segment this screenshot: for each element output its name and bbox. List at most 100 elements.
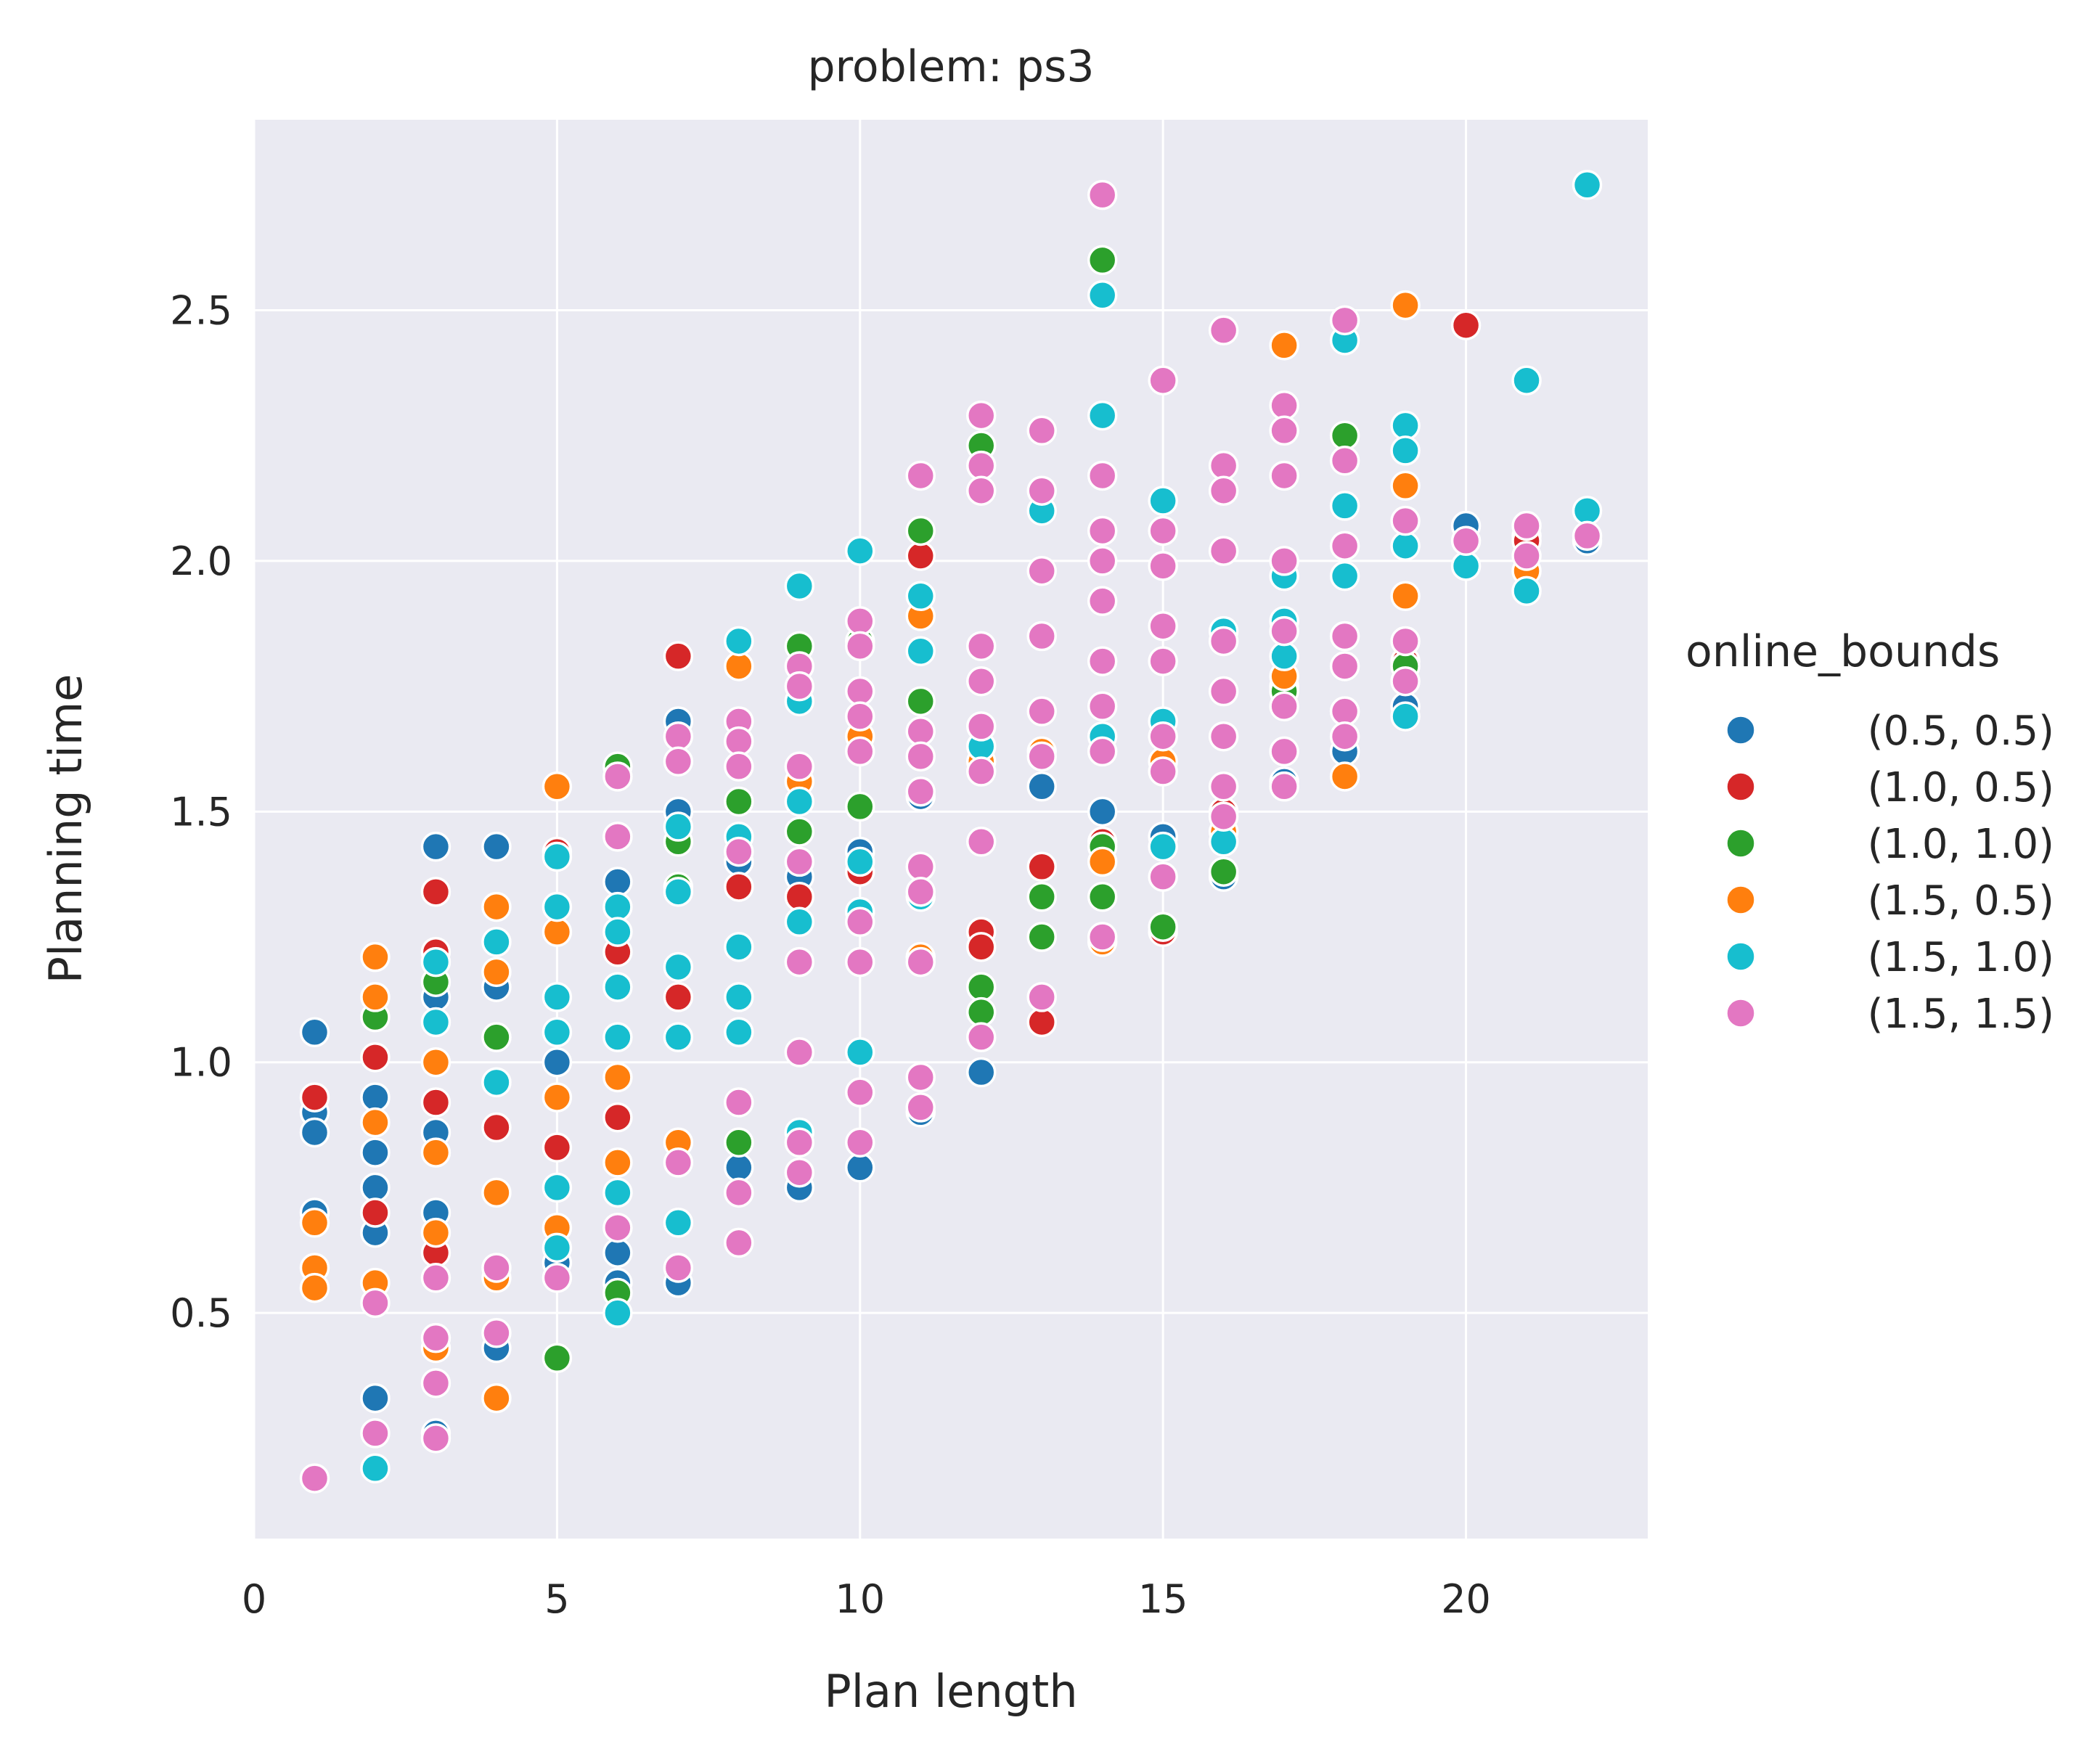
data-points bbox=[299, 170, 1603, 1494]
data-point bbox=[845, 1037, 875, 1068]
legend-marker bbox=[1725, 997, 1757, 1029]
x-axis-ticks: 0 5 10 15 20 bbox=[242, 1576, 1491, 1622]
data-point bbox=[420, 1217, 452, 1248]
data-point bbox=[724, 1087, 754, 1118]
data-point bbox=[481, 1067, 512, 1098]
data-point bbox=[1148, 551, 1178, 581]
data-point bbox=[1087, 245, 1118, 276]
data-point bbox=[542, 1132, 573, 1163]
data-point bbox=[1269, 415, 1299, 446]
data-point bbox=[905, 741, 936, 772]
data-point bbox=[1026, 475, 1057, 506]
data-point bbox=[1450, 551, 1482, 581]
data-point bbox=[420, 1263, 452, 1293]
data-point bbox=[845, 1077, 875, 1107]
data-point bbox=[481, 1022, 512, 1052]
data-point bbox=[481, 1253, 512, 1283]
data-point bbox=[1087, 460, 1118, 491]
legend-label: (1.5, 1.0) bbox=[1868, 934, 2054, 981]
data-point bbox=[420, 1322, 452, 1353]
data-point bbox=[905, 1062, 936, 1093]
data-point bbox=[1087, 691, 1118, 722]
data-point bbox=[602, 972, 633, 1002]
data-point bbox=[965, 932, 997, 962]
data-point bbox=[1329, 420, 1360, 451]
data-point bbox=[1329, 696, 1360, 726]
data-point bbox=[420, 1137, 452, 1168]
data-point bbox=[724, 872, 754, 902]
data-point bbox=[1087, 586, 1118, 616]
data-point bbox=[1450, 525, 1482, 557]
data-point bbox=[905, 636, 936, 667]
x-tick-label: 5 bbox=[544, 1576, 569, 1622]
y-tick-label: 1.5 bbox=[170, 789, 232, 835]
data-point bbox=[602, 1102, 633, 1133]
data-point bbox=[845, 631, 875, 662]
data-point bbox=[965, 665, 997, 697]
data-point bbox=[905, 946, 936, 978]
data-point bbox=[360, 1383, 391, 1414]
data-point bbox=[299, 1463, 330, 1494]
legend-marker bbox=[1725, 827, 1757, 859]
y-axis-label: Planning time bbox=[39, 674, 92, 984]
data-point bbox=[420, 1007, 452, 1038]
data-point bbox=[845, 946, 875, 978]
data-point bbox=[845, 606, 875, 636]
data-point bbox=[724, 982, 754, 1012]
legend-label: (0.5, 0.5) bbox=[1868, 708, 2054, 755]
data-point bbox=[663, 721, 694, 752]
data-point bbox=[1390, 410, 1421, 441]
data-point bbox=[784, 882, 815, 912]
data-point bbox=[1026, 621, 1057, 652]
data-point bbox=[1511, 576, 1542, 607]
data-point bbox=[965, 400, 997, 431]
data-point bbox=[360, 1107, 391, 1138]
data-point bbox=[299, 1082, 330, 1113]
x-tick-label: 0 bbox=[242, 1576, 266, 1622]
data-point bbox=[724, 1127, 754, 1158]
data-point bbox=[542, 982, 573, 1012]
plot-background bbox=[254, 120, 1648, 1539]
data-point bbox=[1390, 470, 1421, 501]
data-point bbox=[784, 846, 815, 877]
data-point bbox=[1329, 446, 1360, 476]
data-point bbox=[1511, 541, 1542, 571]
data-point bbox=[481, 891, 512, 922]
data-point bbox=[663, 1253, 694, 1283]
data-point bbox=[1026, 882, 1057, 912]
data-point bbox=[542, 1017, 573, 1048]
data-point bbox=[420, 1087, 452, 1118]
data-point bbox=[724, 1152, 754, 1183]
data-point bbox=[1269, 546, 1299, 576]
data-point bbox=[663, 1147, 694, 1178]
data-point bbox=[602, 822, 633, 852]
data-point bbox=[1208, 536, 1239, 566]
data-point bbox=[965, 996, 997, 1028]
data-point bbox=[663, 951, 694, 983]
data-point bbox=[724, 1017, 754, 1048]
data-point bbox=[1572, 496, 1603, 526]
data-point bbox=[481, 1112, 512, 1143]
data-point bbox=[602, 1062, 633, 1093]
data-point bbox=[1269, 460, 1299, 491]
x-axis-label: Plan length bbox=[824, 1665, 1077, 1718]
data-point bbox=[784, 751, 815, 782]
data-point bbox=[965, 631, 997, 662]
data-point bbox=[1269, 330, 1299, 361]
legend-marker bbox=[1725, 714, 1757, 746]
data-point bbox=[845, 1152, 875, 1183]
data-point bbox=[1390, 701, 1421, 732]
data-point bbox=[1087, 546, 1118, 576]
data-point bbox=[1026, 555, 1057, 586]
data-point bbox=[965, 756, 997, 787]
data-point bbox=[724, 626, 754, 657]
data-point bbox=[1208, 801, 1239, 832]
data-point bbox=[1087, 736, 1118, 767]
data-point bbox=[1148, 610, 1178, 642]
data-point bbox=[1390, 665, 1421, 697]
data-point bbox=[1026, 771, 1057, 802]
data-point bbox=[784, 570, 815, 602]
data-point bbox=[481, 1383, 512, 1414]
data-point bbox=[1087, 922, 1118, 952]
